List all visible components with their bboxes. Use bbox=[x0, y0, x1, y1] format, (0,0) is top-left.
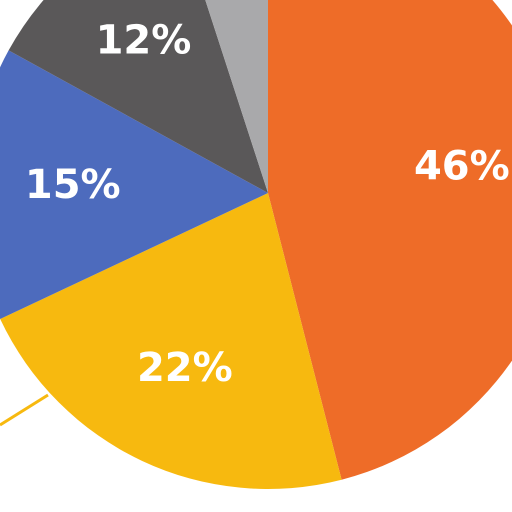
pie bbox=[0, 0, 512, 489]
pie-slice bbox=[0, 193, 342, 489]
slice-label: 22% bbox=[137, 345, 233, 391]
pie-slice bbox=[8, 0, 268, 193]
pie-slice bbox=[0, 50, 268, 320]
pie-slice bbox=[205, 0, 268, 193]
pie-slice bbox=[268, 0, 512, 480]
slice-label: 12% bbox=[96, 17, 192, 63]
leader-line bbox=[0, 393, 49, 427]
labels: 46% 22% 15% 12% bbox=[25, 17, 510, 390]
slice-label: 15% bbox=[25, 162, 121, 208]
slice-label: 46% bbox=[414, 144, 510, 190]
